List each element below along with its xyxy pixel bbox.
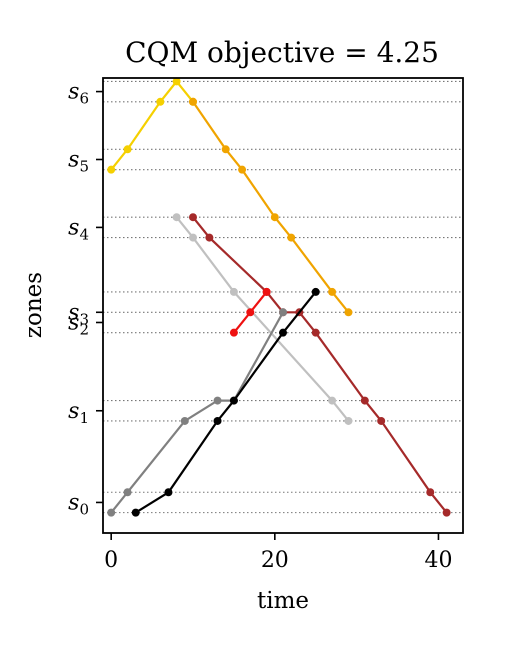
series-6-point-2 (213, 416, 222, 425)
series-5-point-2 (180, 416, 189, 425)
y-axis-label: zones (21, 272, 47, 338)
series-3-point-8 (426, 488, 435, 497)
series-0-point-2 (156, 97, 165, 106)
series-6-point-0 (131, 508, 140, 517)
y-tick-label-1: s1 (68, 399, 89, 427)
series-line-5 (110, 311, 284, 514)
grid-lines (103, 80, 463, 514)
series-6-point-3 (229, 396, 238, 405)
series-line-2 (175, 216, 350, 422)
series-2-point-3 (328, 396, 337, 405)
series-line-6 (135, 291, 317, 514)
series-1-point-4 (287, 233, 296, 242)
series-2-point-4 (344, 416, 353, 425)
series-3-point-9 (442, 508, 451, 517)
series-2-point-0 (172, 213, 181, 222)
series-5-point-1 (123, 488, 132, 497)
plot-frame (102, 77, 464, 534)
series-3-point-0 (189, 213, 197, 222)
series-5-point-0 (107, 508, 116, 517)
y-tick-label-0: s0 (68, 490, 89, 518)
x-tick-label-2: 40 (424, 548, 452, 573)
series-6-point-1 (164, 488, 173, 497)
series-1-point-6 (344, 308, 353, 317)
chart-title: CQM objective = 4.25 (125, 36, 439, 69)
series-1-point-1 (221, 145, 230, 154)
series-3-point-5 (311, 328, 320, 337)
y-tick-label-2: s2 (68, 310, 89, 338)
series-5-point-5 (279, 308, 287, 317)
series-0-point-3 (172, 77, 181, 86)
y-tick-label-4: s4 (68, 215, 89, 243)
series-4-point-0 (229, 328, 238, 337)
series-line-3 (192, 216, 448, 514)
series-3-point-7 (377, 416, 386, 425)
series-1-point-3 (270, 213, 279, 222)
series-1-point-0 (189, 97, 197, 106)
x-tick-label-1: 20 (261, 548, 289, 573)
series-line-0 (110, 79, 194, 171)
series-1-point-2 (238, 165, 247, 174)
series-5-point-3 (213, 396, 222, 405)
x-axis-ticks: 0 20 40 (104, 533, 452, 573)
x-tick-label-0: 0 (104, 548, 118, 573)
series-line-1 (192, 101, 350, 313)
series-group (107, 77, 451, 517)
y-tick-label-3: s3 (68, 300, 89, 328)
series-2-point-1 (189, 233, 197, 242)
series-0-point-1 (123, 145, 132, 154)
series-2-point-2 (229, 287, 238, 296)
y-tick-label-6: s6 (68, 80, 89, 108)
y-tick-label-5: s5 (68, 147, 89, 175)
series-4-point-2 (262, 287, 271, 296)
series-3-point-1 (205, 233, 214, 242)
series-1-point-5 (328, 287, 337, 296)
series-0-point-0 (107, 165, 116, 174)
series-6-point-4 (279, 328, 287, 337)
series-3-point-6 (360, 396, 369, 405)
x-axis-label: time (257, 588, 309, 614)
series-4-point-1 (246, 308, 255, 317)
series-6-point-5 (311, 287, 320, 296)
